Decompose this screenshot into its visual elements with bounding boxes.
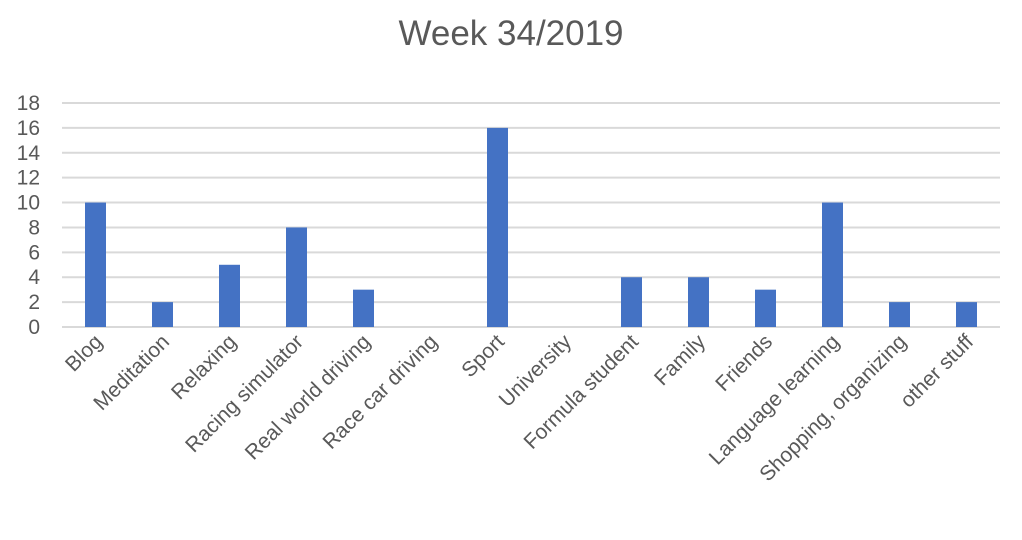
bar bbox=[353, 289, 374, 327]
x-tick-label: Blog bbox=[61, 330, 107, 376]
y-tick-label: 8 bbox=[28, 216, 40, 239]
bar bbox=[889, 302, 910, 327]
bar bbox=[822, 202, 843, 327]
chart-title: Week 34/2019 bbox=[398, 14, 624, 53]
bars bbox=[85, 127, 977, 327]
bar bbox=[219, 264, 240, 327]
bar bbox=[487, 127, 508, 327]
bar bbox=[152, 302, 173, 327]
y-tick-label: 4 bbox=[28, 266, 40, 289]
y-tick-label: 6 bbox=[28, 241, 40, 264]
y-tick-label: 2 bbox=[28, 291, 40, 314]
y-tick-label: 0 bbox=[28, 316, 40, 339]
x-tick-label: Race car driving bbox=[318, 330, 442, 454]
y-tick-label: 18 bbox=[17, 92, 40, 115]
x-tick-label: Language learning bbox=[705, 330, 844, 469]
y-tick-label: 10 bbox=[17, 192, 40, 215]
gridlines bbox=[62, 102, 1000, 328]
bar bbox=[688, 277, 709, 327]
y-tick-label: 14 bbox=[17, 142, 41, 165]
bar bbox=[85, 202, 106, 327]
x-tick-label: Racing simulator bbox=[181, 330, 308, 457]
x-tick-label: Sport bbox=[457, 330, 509, 382]
y-tick-label: 12 bbox=[17, 167, 40, 190]
x-tick-label: Formula student bbox=[519, 330, 643, 454]
bar bbox=[286, 227, 307, 327]
x-tick-label: Family bbox=[650, 330, 710, 390]
x-tick-label: Friends bbox=[711, 330, 777, 396]
y-tick-label: 16 bbox=[17, 117, 40, 140]
bar bbox=[956, 302, 977, 327]
bar bbox=[755, 289, 776, 327]
bar bbox=[621, 277, 642, 327]
x-tick-label: other stuff bbox=[896, 330, 978, 412]
x-tick-label: Real world driving bbox=[241, 330, 375, 464]
